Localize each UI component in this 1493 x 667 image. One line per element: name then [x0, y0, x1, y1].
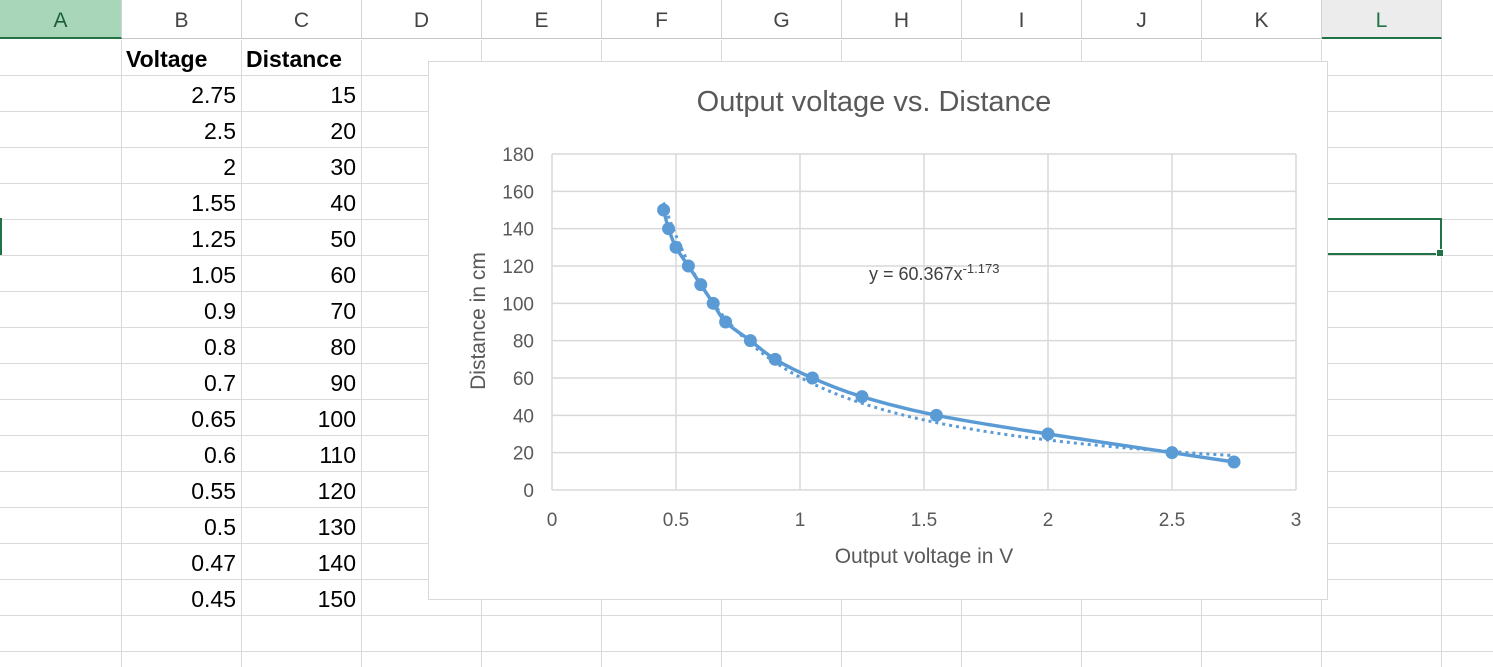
y-tick-label: 0: [523, 481, 534, 502]
data-point[interactable]: [694, 278, 708, 292]
y-tick-label: 160: [502, 182, 534, 203]
y-axis-title: Distance in cm: [467, 252, 490, 390]
chart-title: Output voltage vs. Distance: [697, 86, 1052, 118]
column-header-e[interactable]: E: [482, 0, 602, 39]
data-point[interactable]: [1165, 446, 1179, 460]
column-gridline: [241, 40, 242, 667]
cell-distance[interactable]: 120: [317, 478, 356, 504]
cell-distance[interactable]: 100: [317, 406, 356, 432]
data-point[interactable]: [1227, 455, 1241, 469]
column-header-d[interactable]: D: [362, 0, 482, 39]
data-point[interactable]: [669, 240, 683, 254]
cell-distance[interactable]: 110: [319, 442, 356, 468]
cell-voltage[interactable]: 2: [223, 154, 236, 180]
x-axis-ticks: 0 0.5 1 1.5 2 2.5 3: [547, 510, 1302, 531]
column-header-f[interactable]: F: [602, 0, 722, 39]
column-header-k[interactable]: K: [1202, 0, 1322, 39]
x-tick-label: 0.5: [663, 510, 689, 531]
column-gridline: [361, 40, 362, 667]
y-tick-label: 80: [513, 332, 534, 353]
cell-voltage[interactable]: 0.9: [204, 298, 236, 324]
y-tick-label: 120: [502, 257, 534, 278]
y-tick-label: 140: [502, 220, 534, 241]
y-tick-label: 60: [513, 369, 534, 390]
data-point[interactable]: [657, 203, 671, 217]
x-tick-label: 0: [547, 510, 558, 531]
x-tick-label: 1: [795, 510, 806, 531]
cell-voltage[interactable]: 0.8: [204, 334, 236, 360]
cell-distance[interactable]: 30: [330, 154, 356, 180]
column-header-l[interactable]: L: [1322, 0, 1442, 39]
cell-voltage[interactable]: 0.55: [191, 478, 236, 504]
cell-distance[interactable]: 80: [330, 334, 356, 360]
header-distance[interactable]: Distance: [246, 46, 342, 72]
cell-voltage[interactable]: 0.65: [191, 406, 236, 432]
chart-svg: Output voltage vs. Distance 020406080100…: [467, 86, 1302, 568]
series-markers: [657, 203, 1241, 469]
data-point[interactable]: [1041, 427, 1055, 441]
column-gridline: [1441, 40, 1442, 667]
cell-voltage[interactable]: 1.25: [191, 226, 236, 252]
row-gridline: [0, 651, 1493, 652]
y-axis-ticks: 0 20 40 60 80 100 120 140 160 180: [502, 145, 534, 502]
cell-distance[interactable]: 140: [317, 550, 356, 576]
y-tick-label: 100: [502, 294, 534, 315]
column-header-j[interactable]: J: [1082, 0, 1202, 39]
cell-distance[interactable]: 50: [330, 226, 356, 252]
active-cell[interactable]: [1322, 218, 1444, 257]
cell-voltage[interactable]: 1.55: [191, 190, 236, 216]
cell-voltage[interactable]: 2.75: [191, 82, 236, 108]
column-header-i[interactable]: I: [962, 0, 1082, 39]
cell-distance[interactable]: 20: [330, 118, 356, 144]
trendline-equation[interactable]: y = 60.367x-1.173: [869, 261, 999, 284]
data-point[interactable]: [662, 222, 676, 236]
data-point[interactable]: [929, 408, 943, 422]
cell-distance[interactable]: 60: [330, 262, 356, 288]
cell-distance[interactable]: 15: [330, 82, 356, 108]
data-point[interactable]: [743, 334, 757, 348]
data-point[interactable]: [805, 371, 819, 385]
trendline-equation-text: y = 60.367x: [869, 264, 963, 284]
column-header-c[interactable]: C: [242, 0, 362, 39]
column-gridline: [121, 40, 122, 667]
y-tick-label: 20: [513, 444, 534, 465]
column-header-a[interactable]: A: [0, 0, 122, 39]
y-tick-label: 40: [513, 406, 534, 427]
row-gridline: [0, 615, 1493, 616]
cell-voltage[interactable]: 0.6: [204, 442, 236, 468]
cell-distance[interactable]: 90: [330, 370, 356, 396]
cell-distance[interactable]: 150: [317, 586, 356, 612]
y-tick-label: 180: [502, 145, 534, 166]
cell-distance[interactable]: 130: [317, 514, 356, 540]
cell-voltage[interactable]: 0.5: [204, 514, 236, 540]
active-row-marker: [0, 218, 2, 255]
trendline-equation-exponent: -1.173: [963, 261, 1000, 276]
column-header-b[interactable]: B: [122, 0, 242, 39]
cell-distance[interactable]: 70: [330, 298, 356, 324]
cell-voltage[interactable]: 0.47: [191, 550, 236, 576]
x-tick-label: 1.5: [911, 510, 937, 531]
data-point[interactable]: [681, 259, 695, 273]
column-header-h[interactable]: H: [842, 0, 962, 39]
fill-handle[interactable]: [1436, 249, 1444, 257]
x-tick-label: 2: [1043, 510, 1054, 531]
data-point[interactable]: [855, 390, 869, 404]
header-voltage[interactable]: Voltage: [126, 46, 208, 72]
x-axis-title: Output voltage in V: [835, 545, 1014, 568]
x-tick-label: 3: [1291, 510, 1302, 531]
data-point[interactable]: [768, 352, 782, 366]
data-point[interactable]: [706, 296, 720, 310]
x-tick-label: 2.5: [1159, 510, 1185, 531]
data-point[interactable]: [719, 315, 733, 329]
cell-voltage[interactable]: 0.7: [204, 370, 236, 396]
cell-voltage[interactable]: 2.5: [204, 118, 236, 144]
cell-voltage[interactable]: 1.05: [191, 262, 236, 288]
column-header-g[interactable]: G: [722, 0, 842, 39]
cell-voltage[interactable]: 0.45: [191, 586, 236, 612]
cell-distance[interactable]: 40: [330, 190, 356, 216]
chart[interactable]: Output voltage vs. Distance 0 20 40 60 80 100…: [428, 61, 1328, 600]
